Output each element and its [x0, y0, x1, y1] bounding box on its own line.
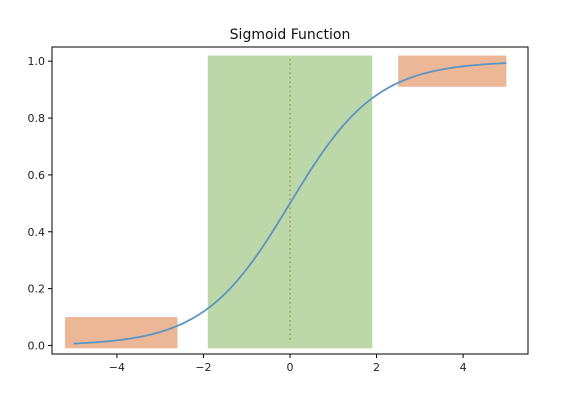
x-tick-label: 0 — [287, 361, 294, 374]
y-tick-label: 0.6 — [28, 169, 46, 182]
x-tick-label: −2 — [195, 361, 211, 374]
y-axis-ticks: 0.0 0.2 0.4 0.6 0.8 1.0 — [28, 55, 52, 352]
x-tick-label: 2 — [373, 361, 380, 374]
y-tick-label: 0.2 — [28, 283, 46, 296]
y-tick-label: 0.4 — [28, 226, 46, 239]
y-tick-label: 0.8 — [28, 112, 46, 125]
shaded-regions — [64, 55, 507, 349]
x-axis-ticks: −4 −2 0 2 4 — [109, 354, 467, 374]
shaded-region-3 — [398, 55, 507, 87]
sigmoid-line — [73, 62, 507, 345]
series-lines — [73, 62, 507, 345]
y-tick-label: 1.0 — [28, 55, 46, 68]
x-tick-label: 4 — [460, 361, 467, 374]
chart-title: Sigmoid Function — [230, 27, 351, 43]
x-tick-label: −4 — [109, 361, 125, 374]
y-tick-label: 0.0 — [28, 339, 46, 352]
